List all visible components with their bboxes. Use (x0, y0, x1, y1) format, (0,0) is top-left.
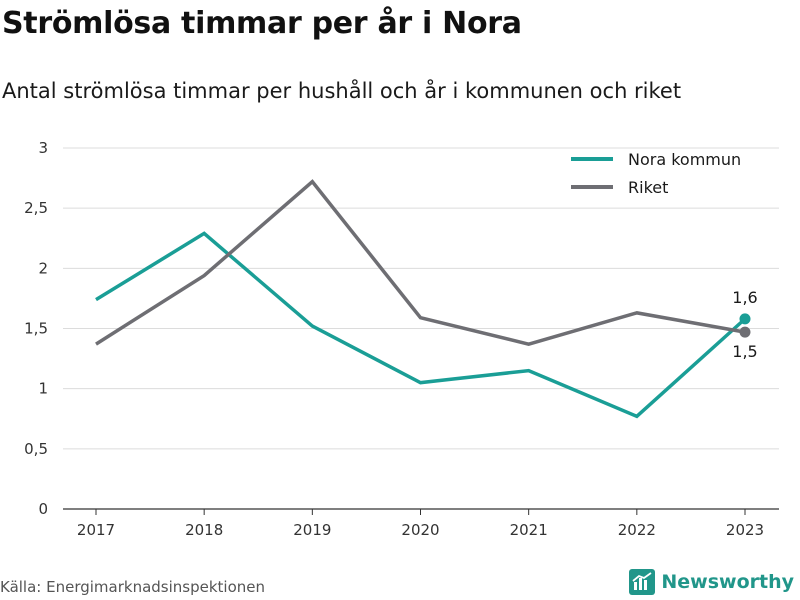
x-tick-label: 2021 (510, 521, 548, 539)
y-tick-label: 1,5 (24, 320, 48, 338)
legend-label: Riket (628, 178, 668, 197)
series-end-marker (739, 326, 751, 338)
data-label: 1,6 (732, 288, 757, 307)
series-line-nora-kommun (95, 231, 747, 419)
y-tick-label: 0,5 (24, 440, 48, 458)
x-tick-label: 2018 (185, 521, 223, 539)
y-tick-label: 2,5 (24, 199, 48, 217)
series-line-riket (95, 179, 746, 346)
x-tick-label: 2019 (293, 521, 331, 539)
brand: Newsworthy (629, 569, 794, 595)
legend-label: Nora kommun (628, 150, 741, 169)
series-end-marker (739, 313, 751, 325)
x-tick-label: 2023 (726, 521, 764, 539)
y-tick-label: 3 (38, 139, 48, 157)
chart-subtitle: Antal strömlösa timmar per hushåll och å… (2, 79, 682, 103)
data-label: 1,5 (732, 342, 757, 361)
y-tick-label: 0 (38, 500, 48, 518)
chart-title: Strömlösa timmar per år i Nora (2, 6, 522, 41)
x-tick-label: 2017 (77, 521, 115, 539)
y-tick-label: 1 (38, 380, 48, 398)
x-tick-label: 2020 (401, 521, 439, 539)
y-tick-label: 2 (38, 259, 48, 277)
source-note: Källa: Energimarknadsinspektionen (0, 578, 266, 596)
newsworthy-logo-icon (629, 569, 656, 595)
brand-name: Newsworthy (661, 571, 794, 593)
x-tick-label: 2022 (618, 521, 656, 539)
